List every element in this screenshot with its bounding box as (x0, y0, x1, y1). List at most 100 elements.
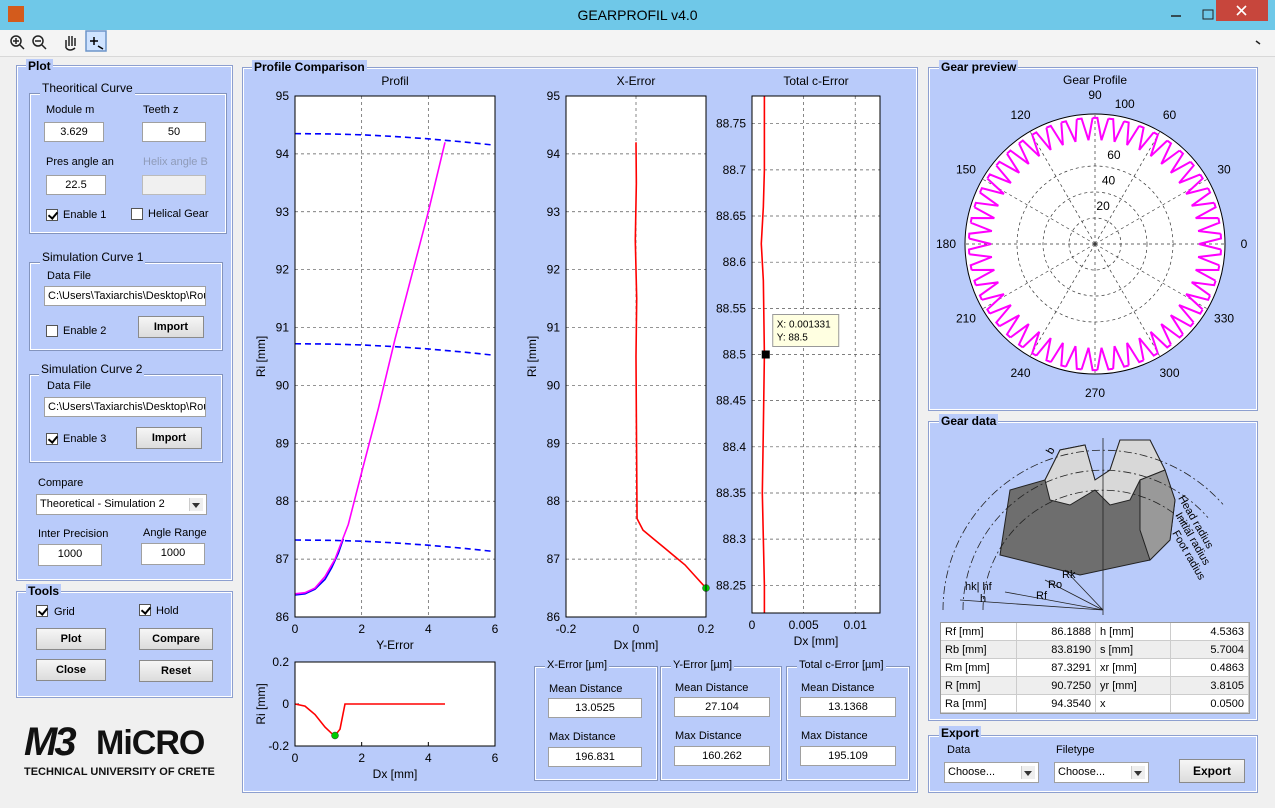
maximize-button[interactable] (1202, 9, 1214, 20)
spoke (1094, 178, 1208, 245)
x-axis-label: Y-Error (376, 638, 414, 652)
x-tick-label: 2 (358, 751, 365, 765)
output: 13.0525 (548, 698, 642, 718)
y-tick-label: 88.35 (716, 486, 746, 500)
data-line (294, 142, 446, 595)
app-icon (8, 6, 24, 22)
theta-tick-label: 270 (1085, 386, 1105, 400)
label: Module m (46, 104, 95, 116)
table-value: 83.8190 (1017, 641, 1096, 659)
button[interactable]: Plot (36, 628, 106, 650)
figure-label: Rk (1062, 569, 1076, 581)
data-line (294, 539, 496, 553)
gear-outline (967, 116, 1223, 372)
table-label: R [mm] (941, 677, 1017, 695)
label: Max Distance (801, 730, 868, 742)
theta-tick-label: 150 (956, 163, 976, 177)
y-tick-label: 86 (276, 610, 290, 624)
r-tick-label: 100 (1115, 97, 1135, 111)
label: Data (947, 744, 971, 756)
input[interactable]: C:\Users\Taxiarchis\Desktop\Rou (44, 286, 206, 306)
y-tick-label: 88 (276, 494, 290, 508)
theta-tick-label: 240 (1010, 366, 1030, 380)
axes-frame (751, 95, 881, 614)
zoom-in-tool[interactable] (10, 35, 25, 50)
checkbox-label: Enable 2 (63, 325, 107, 337)
checkbox-label: Enable 3 (63, 433, 107, 445)
x-tick-label: 0.005 (789, 618, 819, 632)
panel-title: Gear data (939, 414, 999, 428)
table-value: 4.5363 (1171, 623, 1249, 641)
theta-tick-label: 0 (1241, 237, 1248, 251)
y-tick-label: 92 (547, 263, 561, 277)
gear-data-table: Rf [mm] 86.1888 h [mm] 4.5363 Rb [mm] 83.8190… (940, 622, 1250, 714)
checkbox[interactable] (139, 604, 151, 616)
ring (1068, 217, 1122, 271)
panel-title: Profile Comparison (252, 60, 367, 74)
button[interactable]: Close (36, 659, 106, 681)
table-value: 94.3540 (1017, 695, 1096, 713)
checkbox[interactable] (46, 325, 58, 337)
table-value: 0.4863 (1171, 659, 1249, 677)
toolbar-grip (1255, 40, 1261, 45)
checkbox-label: Grid (54, 606, 75, 618)
plot-area (752, 96, 880, 613)
data-tip (772, 314, 840, 347)
data-tip-text: Y: 88.5 (777, 333, 809, 344)
group-title: Simulation Curve 2 (39, 362, 145, 376)
checkbox[interactable] (46, 433, 58, 445)
input (142, 175, 206, 195)
figure-label: Ro (1048, 579, 1062, 591)
checkbox[interactable] (46, 209, 58, 221)
input[interactable]: 1000 (141, 543, 205, 565)
button[interactable]: Import (136, 427, 202, 449)
ring (1042, 191, 1148, 297)
input[interactable]: C:\Users\Taxiarchis\Desktop\Rou (44, 397, 206, 417)
title-bar: GEARPROFIL v4.0 (0, 0, 1275, 30)
spoke (1094, 131, 1161, 245)
input[interactable]: 1000 (38, 544, 102, 566)
label: Mean Distance (675, 682, 749, 694)
panel-title: Export (939, 726, 982, 740)
label: Filetype (1056, 744, 1095, 756)
y-tick-label: 88.65 (716, 209, 746, 223)
table-value: 3.8105 (1171, 677, 1249, 695)
y-tick-label: 94 (276, 147, 290, 161)
table-label: Rm [mm] (941, 659, 1017, 677)
axes-frame (294, 661, 496, 747)
checkbox[interactable] (36, 605, 48, 617)
x-tick-label: 0.01 (844, 618, 868, 632)
input[interactable]: 22.5 (46, 175, 106, 195)
zoom-out-tool[interactable] (32, 35, 47, 50)
button[interactable]: Import (138, 316, 204, 338)
dropdown[interactable]: Theoretical - Simulation 2 (36, 494, 207, 515)
y-tick-label: 87 (276, 552, 290, 566)
x-tick-label: 4 (425, 622, 432, 636)
checkbox[interactable] (131, 208, 143, 220)
data-cursor-tool[interactable] (85, 30, 107, 52)
dropdown-value: Theoretical - Simulation 2 (40, 498, 165, 510)
theta-tick-label: 90 (1088, 88, 1102, 102)
ring (1016, 165, 1174, 323)
chart-title: Gear Profile (1063, 73, 1127, 87)
group-title: Total c-Error [µm] (797, 659, 886, 671)
y-tick-label: 88.7 (723, 163, 747, 177)
button[interactable]: Reset (139, 660, 213, 682)
dropdown[interactable]: Choose... (944, 762, 1039, 783)
spoke (982, 243, 1096, 310)
y-tick-label: 95 (547, 89, 561, 103)
pan-tool[interactable] (65, 36, 76, 51)
dropdown[interactable]: Choose... (1054, 762, 1149, 783)
input[interactable]: 50 (142, 122, 206, 142)
y-tick-label: 88.3 (723, 532, 747, 546)
data-line (294, 342, 496, 357)
input[interactable]: 3.629 (44, 122, 104, 142)
y-tick-label: 92 (276, 263, 290, 277)
button[interactable]: Export (1179, 759, 1245, 783)
x-tick-label: 6 (492, 751, 499, 765)
button[interactable]: Compare (139, 628, 213, 650)
table-value: 90.7250 (1017, 677, 1096, 695)
figure-label: h (980, 593, 986, 605)
